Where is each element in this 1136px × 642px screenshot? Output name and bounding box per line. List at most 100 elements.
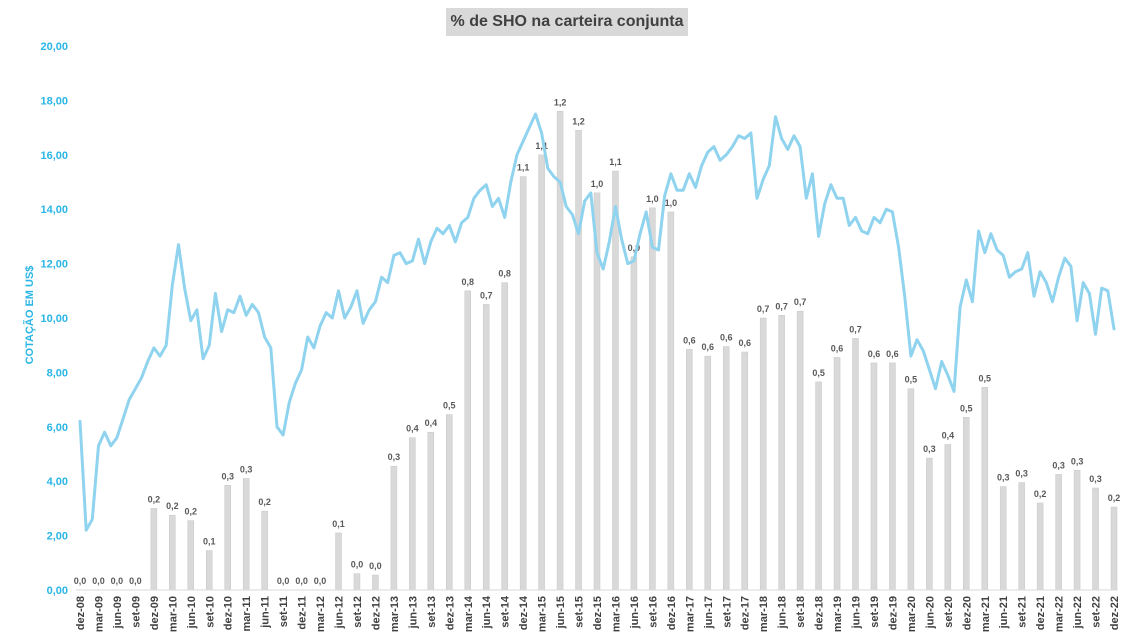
x-tick-label: set-15: [574, 596, 586, 628]
x-tick-label: jun-18: [777, 596, 789, 629]
x-tick-label: mar-10: [167, 596, 179, 632]
bar-data-label: 0,3: [923, 444, 936, 454]
x-tick-label: mar-21: [980, 596, 992, 632]
bar-data-label: 0,3: [1015, 469, 1028, 479]
bar: [612, 170, 619, 591]
y-tick-label: 6,00: [47, 422, 68, 434]
bar-data-label: 0,0: [129, 576, 142, 586]
bar-data-label: 0,3: [997, 473, 1010, 483]
bar: [390, 465, 398, 591]
bar-data-label: 1,0: [591, 179, 604, 189]
y-tick-label: 14,00: [40, 204, 68, 216]
x-axis-ticks: dez-08 mar-09 jun-09 set-09 dez-09 mar-10 jun-…: [75, 595, 1121, 632]
bar-data-label: 0,7: [757, 304, 770, 314]
bar: [630, 256, 638, 591]
bar-data-label: 0,6: [720, 333, 733, 343]
x-tick-label: mar-09: [94, 596, 106, 632]
x-tick-label: mar-14: [463, 595, 475, 632]
bar: [741, 351, 748, 591]
bar-data-label: 0,0: [314, 576, 327, 586]
bar-data-label: 0,2: [185, 507, 198, 517]
y-tick-label: 16,00: [40, 150, 68, 162]
x-tick-label: set-20: [943, 596, 955, 628]
bar-data-label: 0,1: [332, 519, 345, 529]
x-tick-label: set-12: [352, 596, 364, 628]
x-tick-label: mar-18: [758, 596, 770, 632]
bar: [704, 355, 712, 591]
x-tick-label: dez-18: [814, 596, 826, 630]
bar: [870, 362, 878, 591]
x-tick-label: mar-19: [832, 596, 844, 632]
x-tick-label: dez-14: [518, 595, 530, 630]
bar-data-label: 0,3: [240, 464, 253, 474]
x-tick-label: mar-22: [1054, 596, 1066, 632]
x-tick-label: jun-09: [112, 596, 124, 629]
x-tick-label: set-19: [869, 596, 881, 628]
bar-data-label: 0,6: [683, 335, 696, 345]
y-axis-ticks: 0,00 2,00 4,00 6,00 8,00 10,00 12,00 14,00 16,00…: [40, 41, 68, 597]
bar-data-label: 0,2: [1108, 493, 1121, 503]
bar: [1073, 470, 1081, 591]
x-tick-label: jun-16: [629, 596, 641, 629]
y-tick-label: 2,00: [47, 531, 68, 543]
bar-data-label: 1,0: [646, 194, 659, 204]
x-tick-label: set-18: [795, 596, 807, 628]
x-tick-label: dez-15: [592, 596, 604, 630]
bar: [1018, 482, 1025, 591]
bar: [446, 414, 453, 591]
bar-data-label: 0,1: [203, 537, 216, 547]
x-tick-label: mar-17: [684, 596, 696, 632]
bar: [372, 574, 379, 591]
bar: [224, 485, 231, 591]
bar-data-labels: 0,0 0,0 0,0 0,0 0,2 0,2 0,2 0,1 0,3 0,3 0,2 0,0 0,0 0…: [74, 97, 1121, 586]
bar-series: [150, 111, 1118, 591]
bar: [833, 357, 841, 591]
bar: [981, 387, 988, 591]
x-tick-label: dez-10: [223, 596, 235, 630]
bar: [649, 207, 656, 591]
bar-data-label: 1,0: [665, 198, 678, 208]
bar-data-label: 0,5: [960, 403, 973, 413]
x-tick-label: mar-12: [315, 596, 327, 632]
bar-data-label: 0,8: [498, 269, 511, 279]
bar-data-label: 0,7: [849, 324, 862, 334]
y-tick-label: 10,00: [40, 313, 68, 325]
bar-data-label: 0,6: [738, 338, 751, 348]
bar: [926, 457, 933, 591]
bar-data-label: 0,2: [148, 494, 161, 504]
x-tick-label: jun-10: [186, 596, 198, 629]
bar-data-label: 0,6: [702, 342, 715, 352]
y-tick-label: 18,00: [40, 95, 68, 107]
bar: [427, 431, 435, 591]
x-tick-label: jun-14: [481, 595, 493, 629]
bar-data-label: 0,6: [868, 349, 881, 359]
bar: [907, 388, 915, 591]
bar: [1110, 506, 1118, 591]
bar: [686, 349, 693, 591]
bar-data-label: 0,7: [775, 301, 788, 311]
x-tick-label: dez-17: [740, 596, 752, 630]
bar: [1036, 502, 1044, 591]
bar: [353, 573, 361, 591]
bar: [889, 362, 896, 591]
bar-data-label: 1,2: [554, 97, 567, 107]
bar: [759, 317, 767, 591]
x-tick-label: set-13: [426, 596, 438, 628]
bar: [206, 550, 213, 591]
bar: [242, 478, 250, 591]
bar: [482, 304, 490, 591]
x-tick-label: dez-12: [370, 596, 382, 630]
y-tick-label: 8,00: [47, 367, 68, 379]
x-tick-label: dez-11: [297, 596, 309, 630]
bar: [815, 381, 822, 591]
bar: [1092, 487, 1099, 591]
x-tick-label: set-22: [1091, 596, 1103, 628]
x-tick-label: set-10: [204, 596, 216, 628]
x-tick-label: dez-16: [666, 596, 678, 630]
x-tick-label: jun-21: [998, 596, 1010, 629]
bar: [575, 130, 582, 591]
x-tick-label: jun-22: [1072, 596, 1084, 629]
bar: [150, 508, 158, 591]
x-tick-label: dez-21: [1035, 596, 1047, 630]
x-tick-label: mar-11: [241, 596, 253, 631]
